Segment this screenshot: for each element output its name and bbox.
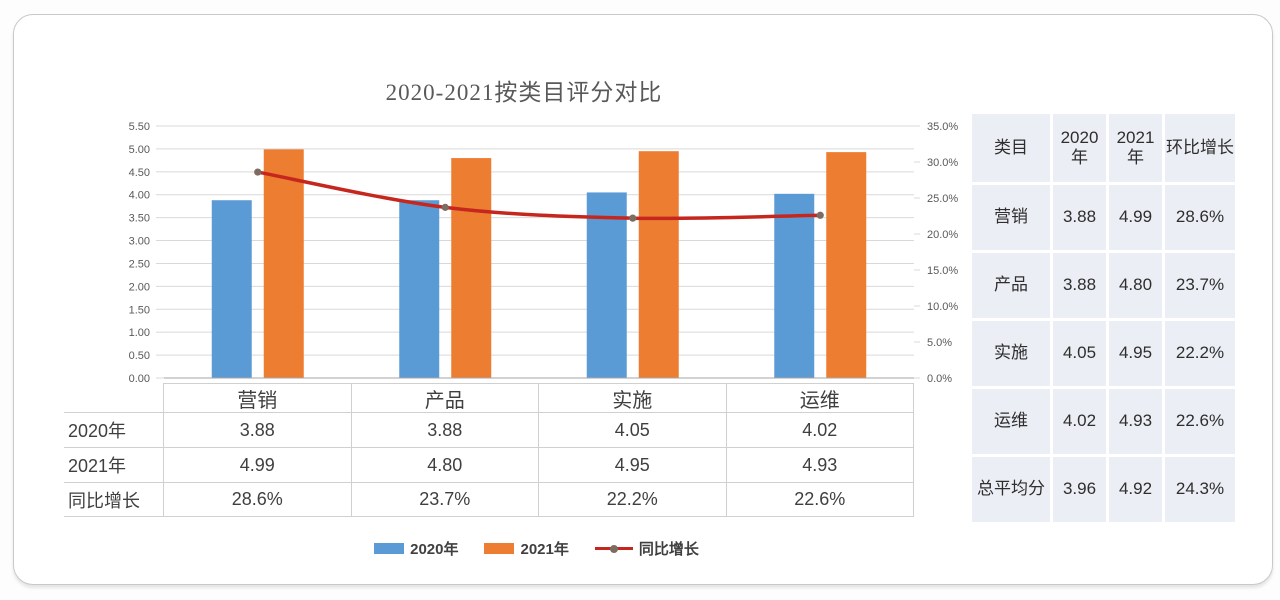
left-axis-label: 2.50 xyxy=(129,258,150,270)
summary-header-cell: 环比增长 xyxy=(1165,114,1235,182)
data-point-marker xyxy=(629,214,637,222)
right-axis-label: 5.0% xyxy=(927,337,952,349)
bar-2021 xyxy=(451,158,492,378)
category-header-cell: 产品 xyxy=(351,383,539,413)
summary-value-cell: 4.80 xyxy=(1109,253,1162,318)
bar-2021 xyxy=(826,152,867,378)
right-axis-label: 0.0% xyxy=(927,373,952,385)
left-axis-label: 0.50 xyxy=(129,350,150,362)
legend-label-2020: 2020年 xyxy=(410,541,459,558)
value-cell: 23.7% xyxy=(351,483,539,517)
summary-value-cell: 4.05 xyxy=(1053,321,1106,386)
summary-table: 类目 2020年 2021年 环比增长营销 3.88 4.99 28.6% 产品 3.88 4.8… xyxy=(972,114,1235,522)
value-cell: 22.6% xyxy=(726,483,914,517)
value-cell: 3.88 xyxy=(164,413,352,448)
summary-value-cell: 22.6% xyxy=(1165,389,1235,454)
value-cell: 4.05 xyxy=(539,413,727,448)
right-axis-label: 30.0% xyxy=(927,157,958,169)
right-axis-label: 10.0% xyxy=(927,301,958,313)
right-axis-label: 20.0% xyxy=(927,229,958,241)
legend-item-growth: 同比增长 xyxy=(594,538,699,559)
value-cell: 28.6% xyxy=(164,483,352,517)
left-axis-label: 4.00 xyxy=(129,190,150,202)
summary-value-cell: 实施 xyxy=(972,321,1050,386)
summary-header-cell: 2020年 xyxy=(1053,114,1106,182)
row-label-cell: 2021年 xyxy=(64,448,164,483)
summary-value-cell: 运维 xyxy=(972,389,1050,454)
bar-2021 xyxy=(638,151,679,378)
value-cell: 4.99 xyxy=(164,448,352,483)
bar-2020 xyxy=(211,200,252,378)
left-axis-label: 1.00 xyxy=(129,327,150,339)
left-axis-label: 2.00 xyxy=(129,281,150,293)
value-cell: 3.88 xyxy=(351,413,539,448)
summary-value-cell: 28.6% xyxy=(1165,185,1235,250)
corner-cell xyxy=(64,383,164,413)
left-axis-label: 3.00 xyxy=(129,236,150,248)
data-point-marker xyxy=(254,168,262,176)
legend-swatch-2020 xyxy=(374,543,405,554)
summary-value-cell: 4.95 xyxy=(1109,321,1162,386)
report-card: 2020-2021按类目评分对比 0.00 0.50 1.00 1.50 2.00 2.5… xyxy=(13,14,1273,585)
summary-value-cell: 3.96 xyxy=(1053,457,1106,522)
summary-value-cell: 4.93 xyxy=(1109,389,1162,454)
legend-item-2021: 2021年 xyxy=(484,538,569,559)
summary-value-cell: 24.3% xyxy=(1165,457,1235,522)
data-point-marker xyxy=(441,203,449,211)
category-header-cell: 运维 xyxy=(726,383,914,413)
legend-line-icon xyxy=(594,544,633,553)
summary-header-cell: 2021年 xyxy=(1109,114,1162,182)
value-cell: 4.95 xyxy=(539,448,727,483)
legend-label-2021: 2021年 xyxy=(520,541,569,558)
bar-2020 xyxy=(586,192,627,378)
left-axis-label: 0.00 xyxy=(129,373,150,385)
bar-2020 xyxy=(399,200,440,378)
category-header-cell: 营销 xyxy=(164,383,352,413)
summary-value-cell: 22.2% xyxy=(1165,321,1235,386)
legend-marker-icon xyxy=(609,544,618,553)
row-label-cell: 同比增长 xyxy=(64,483,164,517)
summary-value-cell: 3.88 xyxy=(1053,253,1106,318)
data-point-marker xyxy=(816,211,824,219)
legend-swatch-2021 xyxy=(484,543,515,554)
value-cell: 4.02 xyxy=(726,413,914,448)
left-axis-label: 1.50 xyxy=(129,304,150,316)
chart-legend: 2020年 2021年 同比增长 xyxy=(109,538,964,559)
right-axis-label: 25.0% xyxy=(927,193,958,205)
value-cell: 22.2% xyxy=(539,483,727,517)
summary-value-cell: 4.92 xyxy=(1109,457,1162,522)
left-axis-label: 3.50 xyxy=(129,213,150,225)
summary-header-cell: 类目 xyxy=(972,114,1050,182)
bar-2020 xyxy=(774,193,815,378)
row-label-cell: 2020年 xyxy=(64,413,164,448)
summary-value-cell: 营销 xyxy=(972,185,1050,250)
left-axis-label: 5.00 xyxy=(129,144,150,156)
chart-data-table: 营销 产品 实施 运维 2020年 3.88 3.88 4.05 4.02 2021年 4.99 4.… xyxy=(64,383,914,517)
right-axis-label: 35.0% xyxy=(927,121,958,133)
summary-value-cell: 3.88 xyxy=(1053,185,1106,250)
summary-value-cell: 总平均分 xyxy=(972,457,1050,522)
bar-2021 xyxy=(263,149,304,378)
legend-label-growth: 同比增长 xyxy=(638,541,699,558)
left-axis-label: 5.50 xyxy=(129,121,150,133)
left-axis-label: 4.50 xyxy=(129,167,150,179)
category-header-cell: 实施 xyxy=(539,383,727,413)
combo-chart: 0.00 0.50 1.00 1.50 2.00 2.50 3.00 3.50 4.00 4.50… xyxy=(109,110,979,410)
summary-value-cell: 产品 xyxy=(972,253,1050,318)
right-axis-label: 15.0% xyxy=(927,265,958,277)
summary-value-cell: 4.02 xyxy=(1053,389,1106,454)
summary-value-cell: 4.99 xyxy=(1109,185,1162,250)
value-cell: 4.93 xyxy=(726,448,914,483)
chart-title: 2020-2021按类目评分对比 xyxy=(385,80,663,105)
summary-value-cell: 23.7% xyxy=(1165,253,1235,318)
legend-item-2020: 2020年 xyxy=(374,538,458,559)
growth-line xyxy=(256,170,822,221)
value-cell: 4.80 xyxy=(351,448,539,483)
